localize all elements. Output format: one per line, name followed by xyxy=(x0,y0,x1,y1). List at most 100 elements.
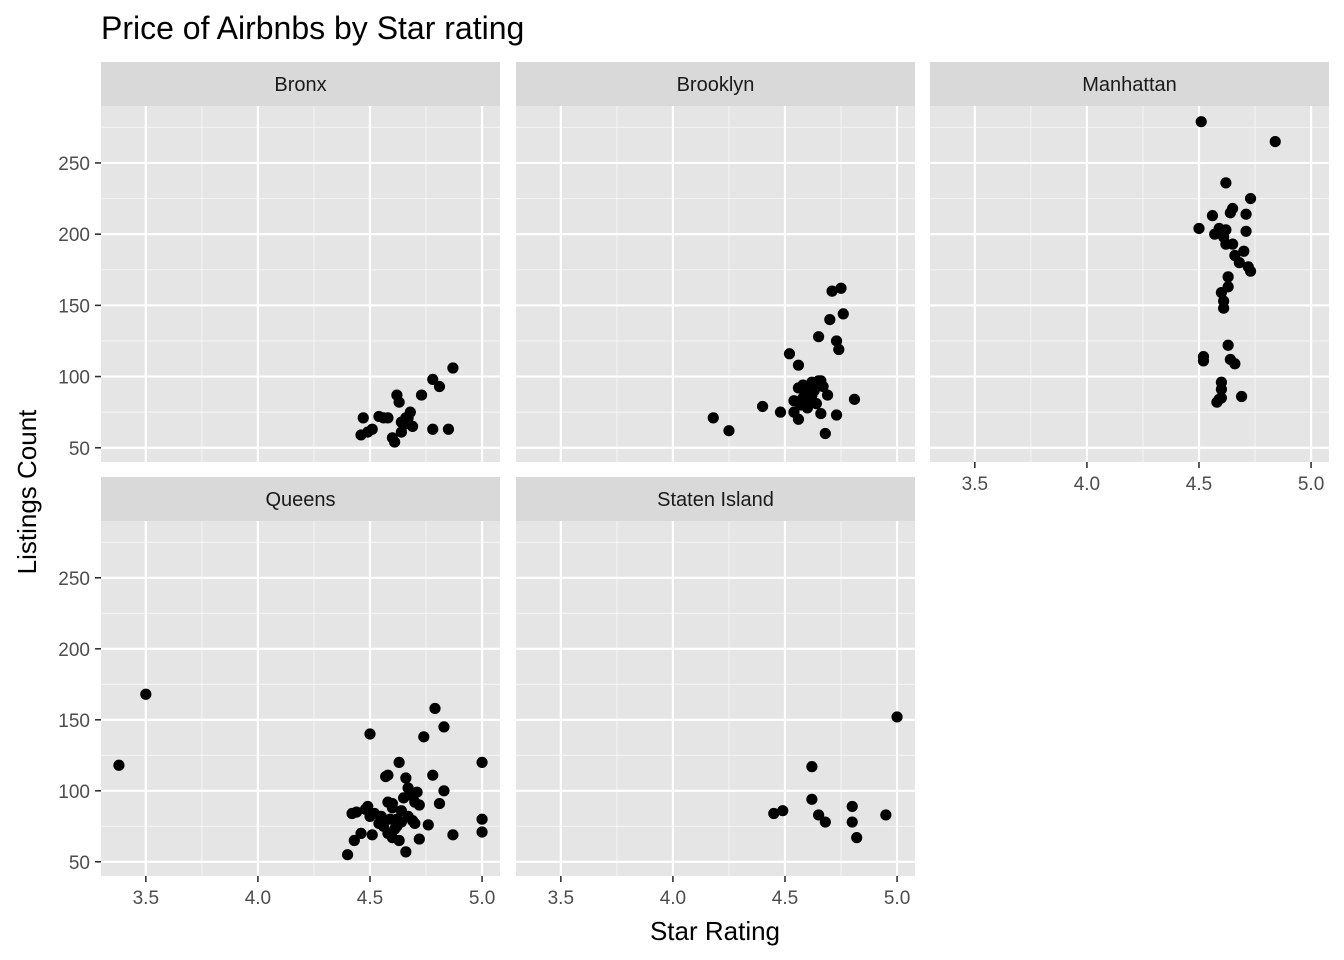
data-point xyxy=(427,769,439,781)
panel-queens: Queens 3.5 4.0 4.5 5.0 50 100 150 200 250 xyxy=(58,477,500,909)
data-point xyxy=(813,331,825,343)
panel-bronx: Bronx 50 100 150 200 250 xyxy=(58,62,500,462)
data-point xyxy=(830,409,843,421)
y-tick-label: 100 xyxy=(58,368,90,389)
data-point xyxy=(382,769,394,781)
data-point xyxy=(783,348,796,360)
data-point xyxy=(400,772,412,784)
data-point xyxy=(1218,302,1230,314)
data-point xyxy=(429,702,441,715)
y-tick-label: 50 xyxy=(69,439,90,460)
data-point xyxy=(364,728,376,740)
data-point xyxy=(409,817,421,830)
x-tick-label: 3.5 xyxy=(548,888,574,909)
data-point xyxy=(830,335,843,347)
data-point xyxy=(1244,192,1257,205)
data-point xyxy=(366,423,378,435)
strip-label-manhattan: Manhattan xyxy=(1082,74,1177,96)
data-point xyxy=(447,829,459,841)
x-tick-label: 4.5 xyxy=(357,888,383,909)
data-point xyxy=(819,427,831,440)
data-point xyxy=(391,813,403,825)
data-point xyxy=(413,833,425,845)
data-point xyxy=(808,385,820,397)
panel-brooklyn: Brooklyn xyxy=(516,62,915,462)
strip-label-brooklyn: Brooklyn xyxy=(677,74,755,96)
data-point xyxy=(1227,238,1239,250)
data-point xyxy=(1233,257,1245,269)
data-point xyxy=(723,425,735,437)
data-point xyxy=(1269,136,1281,148)
plot-area-queens xyxy=(101,521,500,876)
data-point xyxy=(837,308,849,320)
data-point xyxy=(357,412,369,424)
strip-staten-island xyxy=(516,477,915,521)
data-point xyxy=(476,826,488,838)
data-point xyxy=(447,362,459,374)
data-point xyxy=(815,407,827,420)
x-axis-title: Star Rating xyxy=(650,916,780,946)
x-tick-label: 4.0 xyxy=(660,888,686,909)
data-point xyxy=(386,797,399,810)
data-point xyxy=(707,412,719,424)
x-tick-label: 5.0 xyxy=(1298,474,1324,495)
data-point xyxy=(1238,245,1250,257)
data-point xyxy=(824,314,836,326)
data-point xyxy=(406,420,419,432)
data-point xyxy=(393,756,405,769)
strip-queens xyxy=(101,477,500,521)
data-point xyxy=(438,721,450,733)
data-point xyxy=(382,412,394,424)
data-point xyxy=(819,816,831,828)
y-tick-label: 150 xyxy=(58,296,90,317)
data-point xyxy=(1222,281,1234,293)
data-point xyxy=(1193,222,1205,235)
data-point xyxy=(756,400,769,413)
data-point xyxy=(413,799,425,811)
data-point xyxy=(375,810,387,822)
data-point xyxy=(427,423,439,435)
data-point xyxy=(768,807,780,820)
data-point xyxy=(806,793,818,805)
data-point xyxy=(1220,224,1232,236)
data-point xyxy=(411,786,423,798)
data-point xyxy=(806,761,818,773)
data-point xyxy=(1235,390,1248,403)
data-point xyxy=(389,436,401,448)
data-point xyxy=(355,827,367,840)
plot-area-manhattan xyxy=(930,106,1329,462)
data-point xyxy=(1240,208,1252,220)
data-point xyxy=(815,375,827,387)
data-point xyxy=(774,406,787,418)
data-point xyxy=(404,406,416,418)
y-tick-label: 200 xyxy=(58,225,90,246)
x-tick-label: 4.5 xyxy=(1186,474,1212,495)
data-point xyxy=(350,806,363,818)
data-point xyxy=(140,688,152,700)
data-point xyxy=(1197,351,1210,363)
strip-label-queens: Queens xyxy=(265,489,335,511)
data-point xyxy=(1220,177,1232,189)
data-point xyxy=(1215,383,1228,395)
data-point xyxy=(433,380,446,393)
data-point xyxy=(792,413,805,425)
data-point xyxy=(400,846,412,858)
data-point xyxy=(813,809,825,821)
data-point xyxy=(810,398,822,410)
strip-manhattan xyxy=(930,62,1329,106)
data-point xyxy=(1206,210,1219,222)
data-point xyxy=(393,396,405,408)
data-point xyxy=(833,343,845,356)
data-point xyxy=(777,805,789,817)
data-point xyxy=(438,785,450,797)
data-point xyxy=(851,832,863,844)
plot-area-brooklyn xyxy=(516,106,915,462)
chart-title: Price of Airbnbs by Star rating xyxy=(101,10,524,46)
data-point xyxy=(393,834,405,847)
data-point xyxy=(846,800,858,813)
strip-brooklyn xyxy=(516,62,915,106)
data-point xyxy=(113,759,125,771)
data-point xyxy=(1229,358,1241,370)
y-tick-label: 50 xyxy=(69,853,90,874)
